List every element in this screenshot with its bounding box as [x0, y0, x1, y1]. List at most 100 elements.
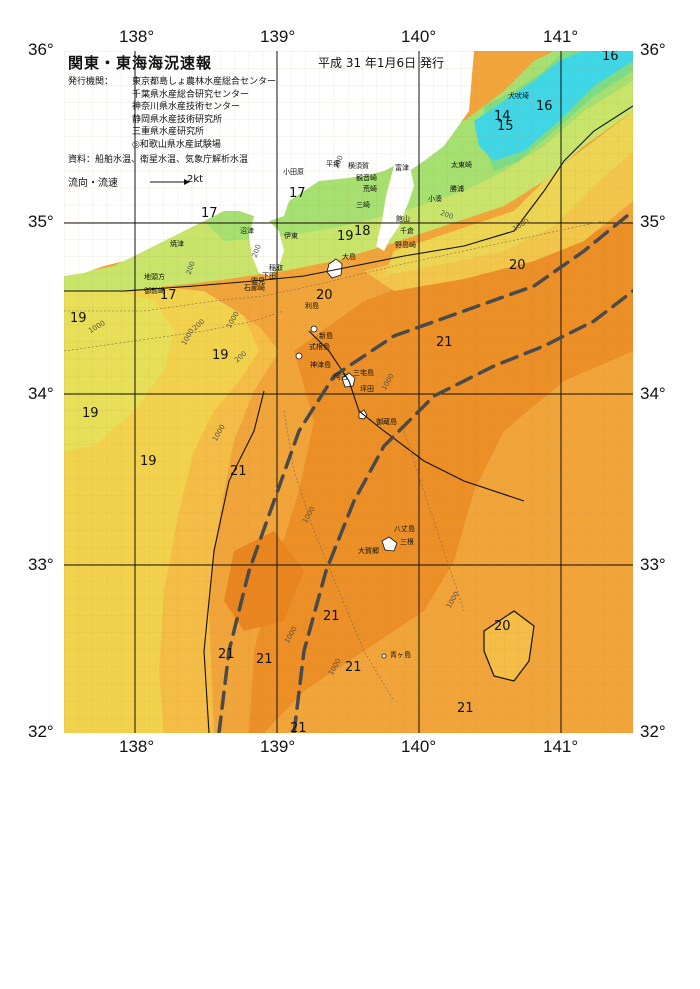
place-name: 小湊 [428, 195, 442, 203]
current-legend: 流向・流速 2kt [68, 174, 203, 189]
temp-label: 19 [140, 454, 157, 469]
depth-contours [64, 220, 605, 702]
place-name: 沼津 [240, 227, 254, 235]
place-name: 式根島 [309, 343, 330, 351]
place-name: 伊東 [284, 232, 298, 240]
place-name: 犬吠埼 [508, 92, 529, 100]
temp-label: 20 [316, 288, 333, 303]
lon-tick-bottom-139: 139° [260, 737, 296, 756]
place-name: 八丈島 [394, 525, 415, 533]
place-name: 新島 [319, 332, 333, 340]
place-name: 石廊崎 [244, 284, 265, 292]
place-name: 富津 [395, 164, 409, 172]
place-name: 御蔵島 [376, 418, 397, 426]
lon-tick-top-139: 139° [260, 27, 296, 46]
agency-label: 発行機関： [68, 77, 114, 87]
temp-label: 21 [230, 464, 247, 479]
temp-label: 21 [323, 609, 340, 624]
place-name: 利島 [305, 302, 319, 310]
place-name: 三根 [400, 538, 414, 546]
lon-tick-top-138: 138° [119, 27, 155, 46]
temp-label: 19 [82, 406, 99, 421]
lat-tick-left-32: 32° [28, 722, 54, 741]
temp-label: 21 [218, 647, 235, 662]
place-name: 阿古 [334, 373, 348, 381]
lat-tick-left-33: 33° [28, 555, 54, 574]
place-name: 千倉 [400, 227, 414, 235]
place-name: 坪田 [360, 385, 374, 393]
map-canvas [64, 51, 633, 733]
data-source: 資料：船舶水温、衛星水温、気象庁解析水温 [68, 155, 249, 165]
isotherm-lines [64, 105, 633, 733]
kuroshio-axes [217, 209, 633, 733]
issue-date: 平成 31 年1月6日 発行 [318, 56, 444, 70]
temp-label: 21 [256, 652, 273, 667]
temp-label: 16 [536, 99, 553, 114]
place-name: 館山 [396, 215, 410, 223]
place-name: 小田原 [283, 168, 304, 176]
legend-label: 流向・流速 [68, 178, 118, 189]
place-name: 大島 [342, 253, 356, 261]
temp-label: 17 [201, 206, 218, 221]
agency-item: 東京都島しょ農林水産総合センター [132, 77, 277, 87]
temp-label: 21 [345, 660, 362, 675]
sea-temperature-map: 16 16 14 15 17 17 17 18 19 20 20 19 21 1… [64, 51, 633, 733]
place-name: 平塚 [326, 160, 340, 168]
place-name: 三崎 [356, 201, 370, 209]
temp-label: 18 [354, 224, 371, 239]
agency-item: 千葉県水産総合研究センター [132, 89, 250, 100]
lat-tick-left-34: 34° [28, 384, 54, 403]
temp-label: 20 [509, 258, 526, 273]
temp-label: 19 [337, 229, 354, 244]
place-name: 下田 [262, 272, 276, 280]
temp-label: 14 [494, 109, 511, 124]
place-name: 雲見 [251, 277, 265, 285]
place-name: 横須賀 [348, 162, 369, 170]
temp-label: 20 [494, 619, 511, 634]
place-name: 太東崎 [451, 161, 472, 169]
place-name: 地頭方 [144, 273, 165, 281]
place-name: 大賀郷 [358, 547, 379, 555]
place-name: 荒崎 [363, 185, 377, 193]
lat-tick-right-33: 33° [640, 555, 666, 574]
lat-tick-right-32: 32° [640, 722, 666, 741]
map-major-grid [64, 51, 633, 733]
temp-label: 19 [212, 348, 229, 363]
lat-tick-left-35: 35° [28, 212, 54, 231]
arrow-icon [150, 179, 190, 185]
agency-item: ◎和歌山県水産試験場 [132, 139, 221, 150]
place-name: 野島崎 [395, 241, 416, 249]
lat-tick-right-34: 34° [640, 384, 666, 403]
agency-item: 三重県水産研究所 [132, 127, 205, 138]
lon-tick-top-140: 140° [401, 27, 437, 46]
temp-label: 21 [436, 335, 453, 350]
temp-label: 15 [497, 119, 514, 134]
temp-label: 19 [70, 311, 87, 326]
place-name: 御前崎 [144, 287, 165, 295]
lon-tick-bottom-140: 140° [401, 737, 437, 756]
lat-tick-right-36: 36° [640, 40, 666, 59]
lat-tick-right-35: 35° [640, 212, 666, 231]
place-name: 観音崎 [356, 174, 377, 182]
place-name: 稲取 [269, 264, 283, 272]
temp-label: 16 [602, 51, 619, 64]
lon-tick-bottom-141: 141° [543, 737, 579, 756]
temp-label: 17 [289, 186, 306, 201]
lon-tick-top-141: 141° [543, 27, 579, 46]
place-name: 勝浦 [450, 185, 464, 193]
legend-unit: 2kt [187, 174, 204, 185]
temp-label: 17 [160, 288, 177, 303]
lon-tick-bottom-138: 138° [119, 737, 155, 756]
place-name: 焼津 [170, 240, 184, 248]
temp-label: 21 [457, 701, 474, 716]
map-fine-grid [64, 51, 633, 733]
agency-item: 静岡県水産技術研究所 [132, 114, 223, 125]
temp-label: 21 [290, 721, 307, 733]
lat-tick-left-36: 36° [28, 40, 54, 59]
place-name: 青ヶ島 [390, 651, 411, 659]
agency-list: 東京都島しょ農林水産総合センター 千葉県水産総合研究センター 神奈川県水産技術セ… [132, 76, 276, 152]
place-name: 神津島 [310, 361, 331, 369]
place-name: 三宅島 [353, 369, 374, 377]
map-title: 関東・東海海況速報 [68, 54, 213, 72]
agency-item: 神奈川県水産技術センター [132, 102, 241, 113]
